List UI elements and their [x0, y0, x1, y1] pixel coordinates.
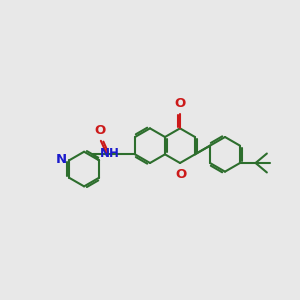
- Text: O: O: [175, 168, 187, 181]
- Text: N: N: [56, 153, 67, 166]
- Text: NH: NH: [100, 147, 120, 161]
- Text: O: O: [94, 124, 105, 137]
- Text: O: O: [174, 97, 186, 110]
